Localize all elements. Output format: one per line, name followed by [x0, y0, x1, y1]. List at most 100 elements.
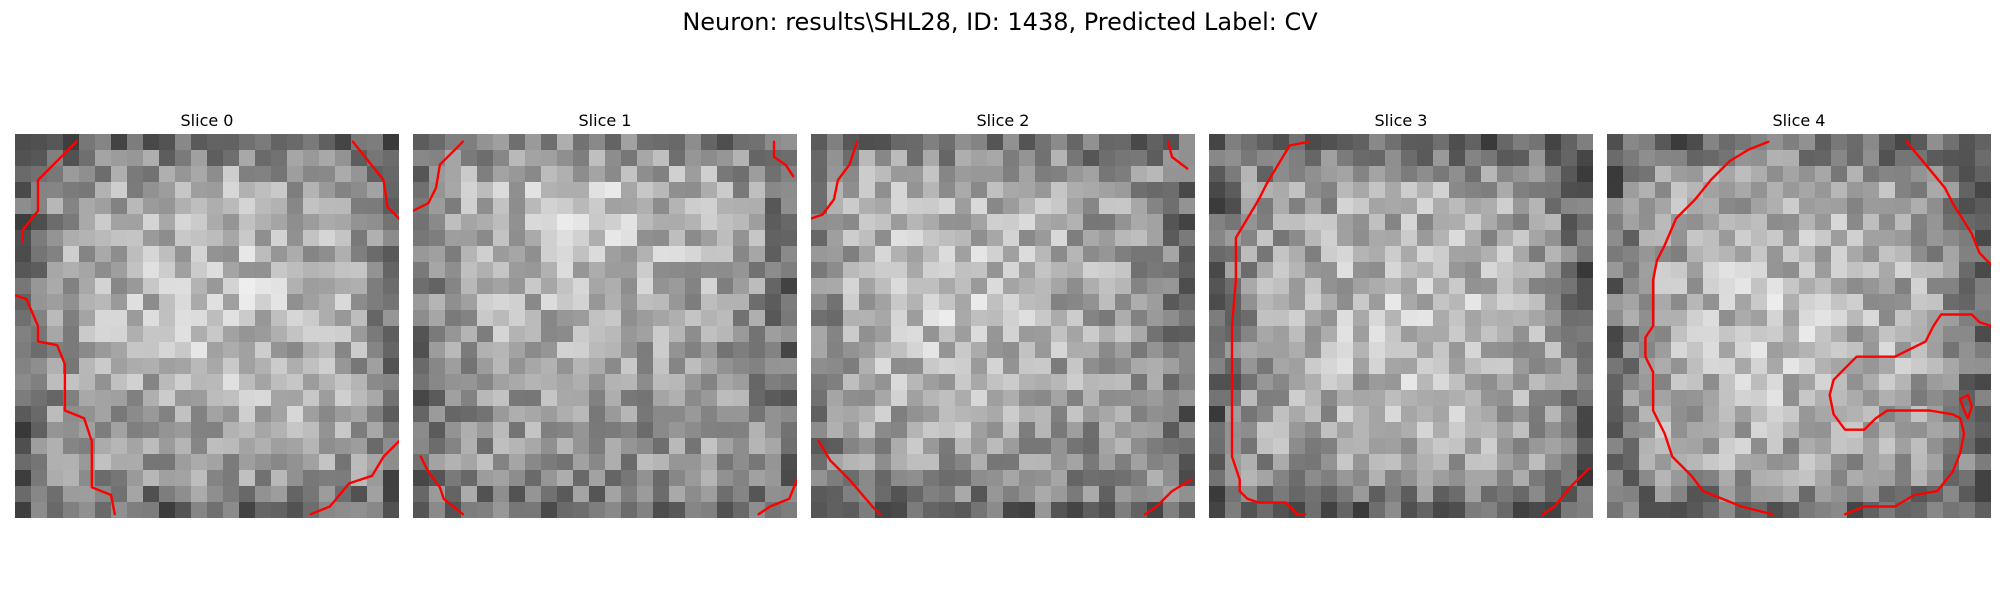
image-pixel	[1209, 134, 1226, 151]
image-pixel	[303, 406, 320, 423]
image-pixel	[159, 182, 176, 199]
image-pixel	[159, 374, 176, 391]
image-pixel	[413, 134, 430, 151]
image-pixel	[1035, 246, 1052, 263]
image-pixel	[1799, 486, 1816, 503]
image-pixel	[733, 214, 750, 231]
image-pixel	[923, 406, 940, 423]
image-pixel	[1687, 166, 1704, 183]
image-pixel	[1179, 294, 1195, 311]
image-pixel	[1847, 342, 1864, 359]
image-pixel	[1099, 246, 1116, 263]
image-pixel	[1305, 230, 1322, 247]
image-pixel	[1241, 294, 1258, 311]
image-pixel	[653, 470, 670, 487]
image-pixel	[1417, 438, 1434, 455]
image-pixel	[1545, 198, 1562, 215]
slice-image-0	[15, 134, 399, 518]
image-pixel	[701, 166, 718, 183]
image-pixel	[1623, 502, 1640, 518]
image-pixel	[717, 342, 734, 359]
image-pixel	[765, 310, 782, 327]
image-pixel	[1655, 150, 1672, 167]
image-pixel	[1337, 358, 1354, 375]
image-pixel	[477, 438, 494, 455]
image-pixel	[891, 294, 908, 311]
image-pixel	[1529, 454, 1546, 471]
image-pixel	[1321, 454, 1338, 471]
image-pixel	[191, 342, 208, 359]
image-pixel	[749, 438, 766, 455]
image-pixel	[111, 166, 128, 183]
image-pixel	[127, 294, 144, 311]
image-pixel	[955, 454, 972, 471]
image-pixel	[1051, 134, 1068, 151]
image-pixel	[621, 502, 638, 518]
image-pixel	[1163, 454, 1180, 471]
image-pixel	[1975, 358, 1991, 375]
image-pixel	[159, 262, 176, 279]
image-pixel	[1639, 198, 1656, 215]
image-pixel	[63, 470, 80, 487]
image-pixel	[127, 374, 144, 391]
image-pixel	[175, 438, 192, 455]
image-pixel	[1703, 374, 1720, 391]
image-pixel	[621, 150, 638, 167]
image-pixel	[1831, 134, 1848, 151]
image-pixel	[685, 198, 702, 215]
image-pixel	[573, 422, 590, 439]
image-pixel	[1895, 182, 1912, 199]
image-pixel	[811, 486, 828, 503]
image-pixel	[541, 182, 558, 199]
image-pixel	[811, 294, 828, 311]
image-pixel	[1385, 214, 1402, 231]
image-pixel	[1497, 374, 1514, 391]
image-pixel	[621, 214, 638, 231]
image-pixel	[191, 358, 208, 375]
image-pixel	[1417, 134, 1434, 151]
image-pixel	[1481, 246, 1498, 263]
image-pixel	[589, 294, 606, 311]
image-pixel	[1863, 390, 1880, 407]
image-pixel	[287, 246, 304, 263]
image-pixel	[271, 358, 288, 375]
image-pixel	[827, 454, 844, 471]
image-pixel	[1655, 134, 1672, 151]
image-pixel	[47, 326, 64, 343]
image-pixel	[1147, 342, 1164, 359]
slice-image-4	[1607, 134, 1991, 518]
image-pixel	[1067, 310, 1084, 327]
image-pixel	[1719, 470, 1736, 487]
image-pixel	[1655, 454, 1672, 471]
image-pixel	[1147, 262, 1164, 279]
image-pixel	[367, 278, 384, 295]
image-pixel	[207, 198, 224, 215]
image-pixel	[749, 214, 766, 231]
contour-line	[419, 455, 465, 516]
image-pixel	[557, 390, 574, 407]
image-pixel	[207, 422, 224, 439]
image-pixel	[191, 198, 208, 215]
image-pixel	[1305, 310, 1322, 327]
image-pixel	[477, 470, 494, 487]
image-pixel	[509, 134, 526, 151]
image-pixel	[1257, 502, 1274, 518]
image-pixel	[1975, 470, 1991, 487]
image-pixel	[827, 310, 844, 327]
image-pixel	[1003, 278, 1020, 295]
image-pixel	[1703, 166, 1720, 183]
image-pixel	[351, 406, 368, 423]
image-pixel	[271, 310, 288, 327]
image-pixel	[1147, 454, 1164, 471]
image-pixel	[127, 166, 144, 183]
image-pixel	[367, 454, 384, 471]
image-pixel	[413, 486, 430, 503]
image-pixel	[1083, 390, 1100, 407]
image-pixel	[1943, 438, 1960, 455]
image-pixel	[1289, 310, 1306, 327]
image-pixel	[781, 406, 797, 423]
image-pixel	[1433, 502, 1450, 518]
image-pixel	[335, 486, 352, 503]
image-pixel	[1607, 166, 1624, 183]
image-pixel	[1927, 438, 1944, 455]
